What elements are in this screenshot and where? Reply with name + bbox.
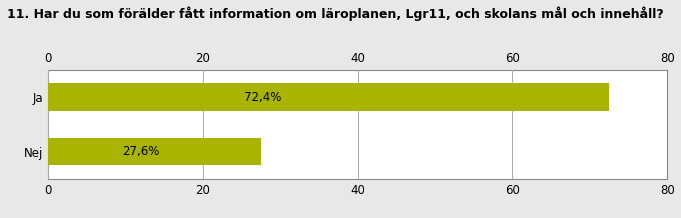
Text: 72,4%: 72,4% [244, 90, 281, 104]
Text: 27,6%: 27,6% [123, 145, 160, 158]
Bar [48, 138, 262, 165]
Bar [48, 83, 609, 111]
Text: 11. Har du som förälder fått information om läroplanen, Lgr11, och skolans mål o: 11. Har du som förälder fått information… [7, 7, 663, 21]
